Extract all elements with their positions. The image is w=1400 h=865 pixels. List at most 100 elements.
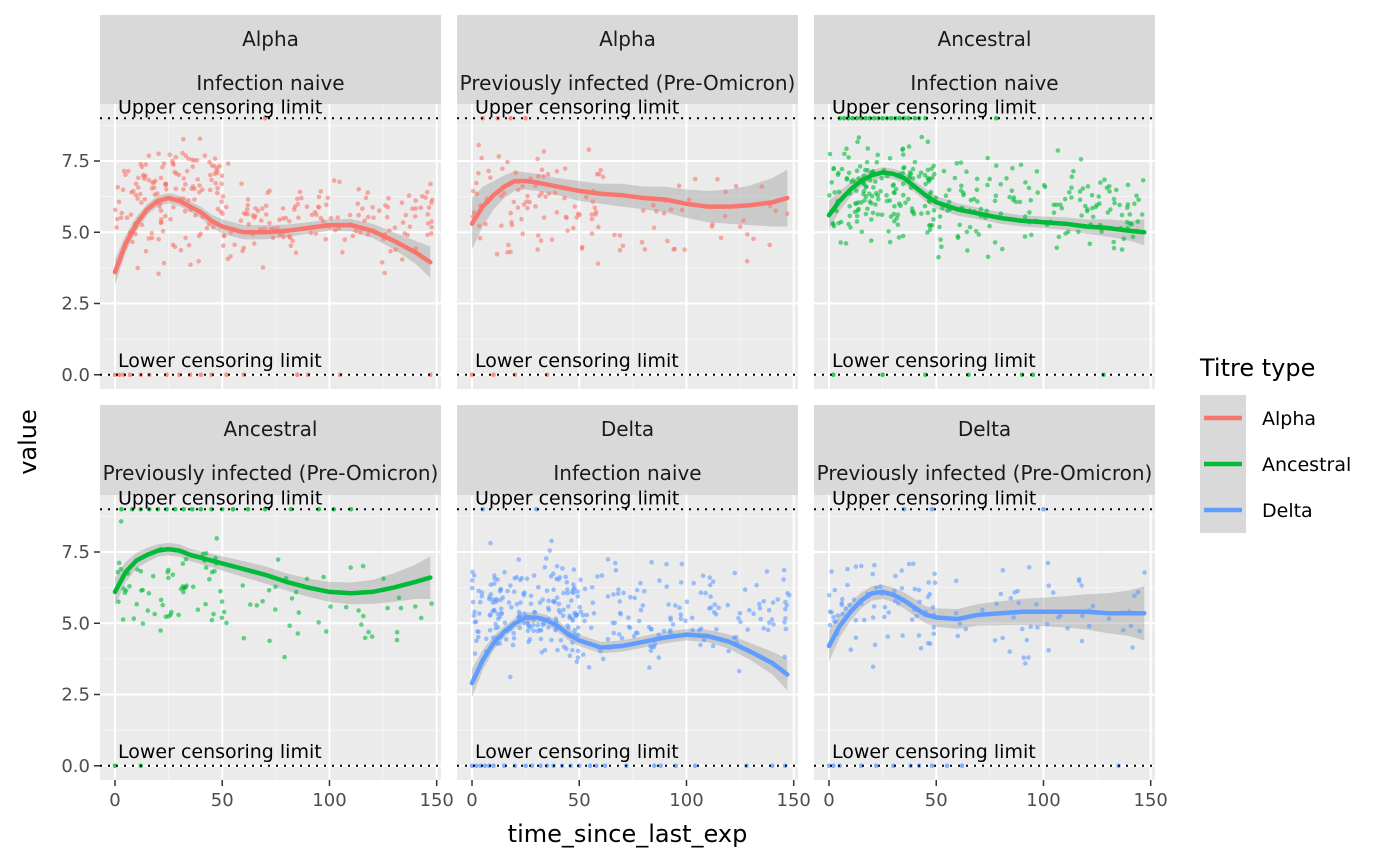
data-point	[545, 171, 551, 177]
data-point	[1076, 578, 1082, 584]
data-point	[827, 193, 832, 198]
data-point	[1056, 234, 1062, 240]
data-point	[295, 631, 301, 636]
data-point	[197, 136, 203, 142]
data-point	[851, 597, 857, 602]
data-point	[620, 243, 626, 249]
data-point	[267, 188, 272, 193]
data-point	[916, 633, 922, 638]
data-point	[610, 620, 616, 626]
data-point	[938, 237, 943, 242]
data-point	[907, 173, 912, 179]
data-point	[127, 584, 132, 589]
data-point	[684, 599, 690, 605]
data-point	[1076, 229, 1081, 235]
data-point	[565, 587, 570, 592]
data-point	[911, 561, 916, 567]
data-point	[371, 215, 376, 221]
data-point	[571, 582, 576, 587]
censored-low-point	[121, 372, 126, 378]
data-point	[360, 206, 365, 211]
data-point	[722, 213, 728, 219]
data-point	[287, 219, 292, 224]
data-point	[472, 619, 478, 625]
data-point	[209, 177, 214, 183]
data-point	[987, 176, 992, 182]
data-point	[403, 212, 409, 218]
data-point	[528, 593, 534, 599]
data-point	[1140, 178, 1146, 183]
data-point	[676, 183, 682, 189]
data-point	[600, 656, 606, 662]
data-point	[1112, 200, 1117, 206]
upper-limit-label: Upper censoring limit	[832, 487, 1036, 509]
data-point	[900, 171, 906, 176]
data-point	[562, 195, 567, 201]
data-point	[683, 618, 688, 624]
data-point	[165, 569, 170, 575]
data-point	[549, 637, 554, 643]
data-point	[1059, 206, 1065, 211]
censored-low-point	[692, 763, 698, 769]
data-point	[957, 621, 963, 627]
censored-high-point	[172, 506, 178, 512]
data-point	[266, 587, 272, 593]
data-point	[1034, 169, 1040, 174]
data-point	[362, 635, 368, 641]
data-point	[1106, 616, 1112, 622]
data-point	[241, 245, 246, 251]
data-point	[590, 199, 596, 205]
data-point	[1051, 210, 1057, 215]
data-point	[707, 582, 713, 588]
data-point	[589, 625, 594, 631]
data-point	[952, 175, 958, 181]
data-point	[922, 203, 928, 209]
data-point	[835, 613, 841, 618]
data-point	[689, 615, 695, 621]
censored-high-point	[219, 506, 225, 512]
data-point	[183, 556, 189, 562]
data-point	[882, 604, 888, 610]
data-point	[737, 610, 743, 616]
data-point	[267, 638, 272, 644]
data-point	[900, 181, 906, 187]
data-point	[973, 229, 979, 234]
data-point	[906, 144, 912, 149]
data-point	[286, 234, 292, 239]
data-point	[519, 575, 525, 581]
data-point	[741, 218, 746, 223]
data-point	[563, 574, 568, 580]
data-point	[379, 260, 385, 265]
data-point	[539, 167, 545, 173]
data-point	[573, 612, 579, 618]
data-point	[477, 611, 482, 616]
data-point	[873, 190, 879, 196]
data-point	[215, 206, 221, 212]
data-point	[478, 599, 483, 605]
lower-limit-label: Lower censoring limit	[832, 741, 1036, 763]
data-point	[1119, 247, 1125, 252]
legend-label-delta: Delta	[1262, 500, 1313, 522]
data-point	[255, 208, 261, 214]
data-point	[541, 215, 547, 220]
data-point	[571, 567, 577, 572]
data-point	[490, 608, 496, 614]
censored-low-point	[523, 763, 528, 769]
data-point	[761, 626, 767, 631]
data-point	[512, 575, 517, 581]
data-point	[136, 185, 141, 190]
data-point	[670, 622, 676, 627]
data-point	[130, 239, 135, 245]
data-point	[118, 519, 124, 524]
data-point	[115, 216, 120, 222]
data-point	[413, 206, 419, 211]
data-point	[1041, 182, 1047, 188]
data-point	[931, 625, 937, 630]
censored-high-point	[994, 115, 999, 121]
data-point	[570, 648, 575, 653]
data-point	[139, 200, 144, 205]
data-point	[196, 258, 201, 264]
panel-background	[814, 495, 1155, 780]
data-point	[296, 610, 302, 615]
data-point	[503, 637, 509, 642]
